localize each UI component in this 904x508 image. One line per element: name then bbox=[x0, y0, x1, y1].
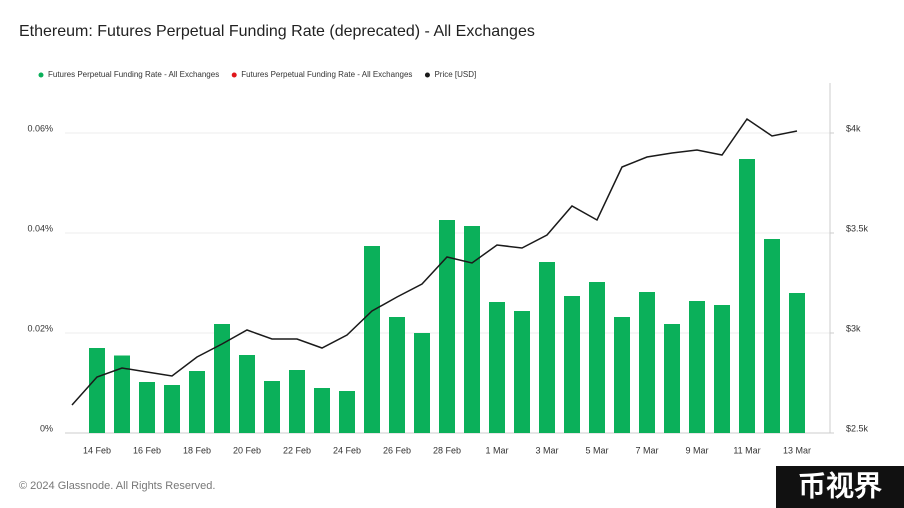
bar bbox=[464, 226, 480, 433]
x-tick-label: 5 Mar bbox=[585, 445, 608, 455]
bar bbox=[164, 385, 180, 433]
bar bbox=[614, 317, 630, 433]
chart-title: Ethereum: Futures Perpetual Funding Rate… bbox=[19, 23, 535, 40]
watermark: 币视界 bbox=[798, 470, 882, 501]
bar bbox=[239, 355, 255, 433]
x-tick-label: 18 Feb bbox=[183, 445, 211, 455]
bar bbox=[189, 371, 205, 433]
bar bbox=[89, 348, 105, 433]
bar bbox=[414, 333, 430, 433]
y-tick-label: 0.04% bbox=[27, 223, 53, 233]
x-tick-label: 22 Feb bbox=[283, 445, 311, 455]
legend-swatch bbox=[38, 72, 44, 78]
price-line bbox=[71, 117, 798, 406]
y-tick-label: 0.02% bbox=[27, 323, 53, 333]
x-tick-label: 24 Feb bbox=[333, 445, 361, 455]
bar bbox=[264, 381, 280, 433]
bar bbox=[314, 388, 330, 433]
bar bbox=[689, 301, 705, 433]
x-tick-label: 26 Feb bbox=[383, 445, 411, 455]
x-tick-label: 13 Mar bbox=[783, 445, 811, 455]
bar bbox=[764, 239, 780, 433]
bar bbox=[664, 324, 680, 433]
legend-swatch bbox=[231, 72, 237, 78]
legend-label: Price [USD] bbox=[434, 70, 476, 79]
bar bbox=[214, 324, 230, 433]
legend-label: Futures Perpetual Funding Rate - All Exc… bbox=[241, 70, 412, 79]
x-tick-label: 7 Mar bbox=[635, 445, 658, 455]
bar bbox=[339, 391, 355, 433]
bar bbox=[364, 246, 380, 433]
bar bbox=[114, 355, 130, 433]
bar bbox=[539, 262, 555, 433]
y2-tick-label: $2.5k bbox=[846, 423, 869, 433]
x-tick-label: 16 Feb bbox=[133, 445, 161, 455]
x-tick-label: 3 Mar bbox=[535, 445, 558, 455]
bar bbox=[514, 311, 530, 433]
bar bbox=[389, 317, 405, 433]
y-tick-label: 0.06% bbox=[27, 123, 53, 133]
x-tick-label: 9 Mar bbox=[685, 445, 708, 455]
bar bbox=[289, 370, 305, 433]
bar bbox=[789, 293, 805, 433]
y2-tick-label: $4k bbox=[846, 123, 861, 133]
x-tick-label: 28 Feb bbox=[433, 445, 461, 455]
x-tick-label: 1 Mar bbox=[485, 445, 508, 455]
bar bbox=[139, 382, 155, 433]
y-tick-label: 0% bbox=[40, 423, 53, 433]
footer: © 2024 Glassnode. All Rights Reserved. bbox=[19, 480, 215, 492]
bar bbox=[714, 305, 730, 433]
bar bbox=[589, 282, 605, 433]
x-tick-label: 14 Feb bbox=[83, 445, 111, 455]
y2-tick-label: $3.5k bbox=[846, 223, 869, 233]
x-tick-label: 20 Feb bbox=[233, 445, 261, 455]
legend-swatch bbox=[424, 72, 430, 78]
legend-label: Futures Perpetual Funding Rate - All Exc… bbox=[48, 70, 219, 79]
watermark-box bbox=[776, 466, 904, 508]
x-tick-label: 11 Mar bbox=[733, 445, 760, 455]
bar bbox=[489, 302, 505, 433]
bar bbox=[739, 159, 755, 433]
bar bbox=[639, 292, 655, 433]
bar bbox=[564, 296, 580, 433]
bar bbox=[439, 220, 455, 433]
y2-tick-label: $3k bbox=[846, 323, 861, 333]
legend: Futures Perpetual Funding Rate - All Exc… bbox=[38, 70, 476, 79]
